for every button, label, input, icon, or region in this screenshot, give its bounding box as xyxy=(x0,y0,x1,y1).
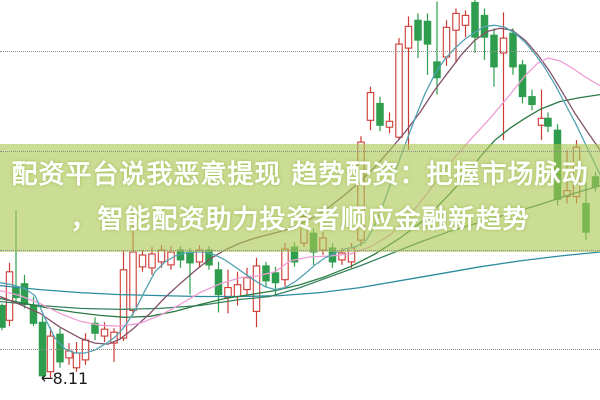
headline-banner xyxy=(0,144,600,252)
headline-line-2: ，智能配资助力投资者顺应金融新趋势 xyxy=(70,205,530,235)
headline-line-1: 配资平台说我恶意提现 趋势配资：把握市场脉动 xyxy=(11,160,589,190)
low-price-annotation: ← 8.11 xyxy=(41,369,88,388)
low-price-value: 8.11 xyxy=(52,368,89,388)
headline-text: 配资平台说我恶意提现 趋势配资：把握市场脉动 ，智能配资助力投资者顺应金融新趋势 xyxy=(0,144,600,252)
left-arrow-icon: ← xyxy=(41,369,54,388)
